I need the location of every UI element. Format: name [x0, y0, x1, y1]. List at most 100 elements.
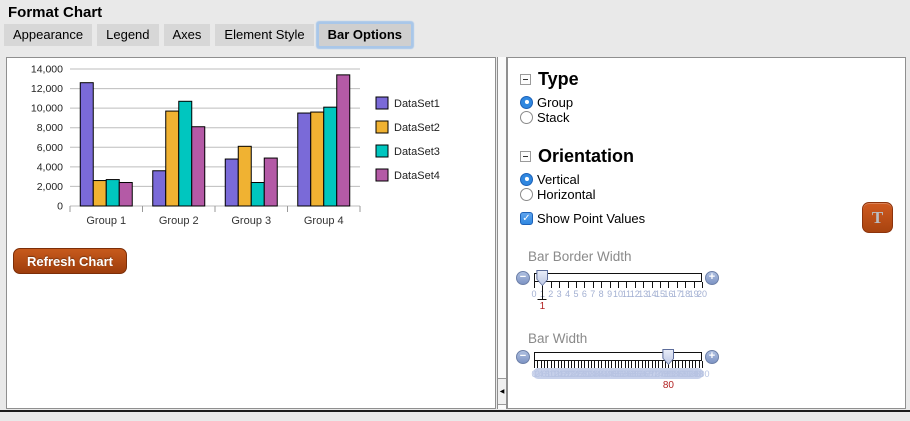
slider-tick	[564, 361, 566, 368]
bar-dataset1-3	[224, 158, 239, 207]
collapse-orientation-icon[interactable]	[520, 151, 531, 162]
slider-tick	[624, 361, 626, 368]
tab-legend[interactable]: Legend	[97, 24, 159, 46]
slider-tick	[698, 361, 700, 368]
radio-icon-stack[interactable]	[520, 111, 533, 124]
radio-icon-vertical[interactable]	[520, 173, 533, 186]
bar-dataset2-1	[92, 180, 107, 207]
slider-tick	[643, 282, 645, 288]
bar-dataset3-4	[323, 106, 338, 207]
slider-tick-label: 32	[582, 369, 593, 379]
svg-text:8,000: 8,000	[37, 122, 63, 134]
checkbox-icon-show-point-values[interactable]: ✓	[520, 212, 533, 225]
radio-label-horizontal: Horizontal	[537, 187, 596, 202]
radio-icon-group[interactable]	[520, 96, 533, 109]
slider-tick-label: 30	[579, 369, 590, 379]
bar-dataset2-3	[237, 145, 252, 207]
slider-tick-label: 2	[534, 369, 540, 379]
slider-tick	[594, 361, 596, 368]
slider-tick	[681, 361, 683, 368]
text-style-button[interactable]: T	[862, 202, 893, 233]
slider-tick-label: 18	[559, 369, 570, 379]
slider-tick-label: 86	[673, 369, 684, 379]
slider-tick	[537, 361, 539, 368]
slider-value-label: 1	[539, 301, 546, 312]
slider-tick-label: 4	[565, 289, 571, 299]
slider-tick-label: 34	[586, 369, 597, 379]
slider-tick	[614, 361, 616, 368]
bar-width-label: Bar Width	[528, 331, 588, 346]
legend-label: DataSet1	[394, 98, 440, 110]
slider-tick	[648, 361, 650, 368]
slider-increment-button[interactable]: +	[705, 271, 719, 285]
bar-dataset3-2	[178, 100, 193, 207]
slider-tick	[644, 361, 646, 368]
tab-axes[interactable]: Axes	[163, 24, 211, 46]
slider-tick-label: 62	[633, 369, 644, 379]
slider-tick-label: 72	[649, 369, 660, 379]
slider-tick-label: 80	[663, 369, 674, 379]
tab-appearance[interactable]: Appearance	[4, 24, 93, 46]
slider-tick	[592, 282, 594, 288]
slider-tick	[607, 361, 609, 368]
tab-element-style[interactable]: Element Style	[215, 24, 314, 46]
radio-option-vertical[interactable]: Vertical	[520, 172, 580, 187]
svg-text:Group 2: Group 2	[159, 215, 199, 227]
legend-label: DataSet3	[394, 146, 440, 158]
slider-tick	[597, 361, 599, 368]
slider-tick-label: 7	[590, 289, 596, 299]
slider-tick-label: 16	[555, 369, 566, 379]
radio-label-stack: Stack	[537, 110, 570, 125]
slider-tick	[702, 361, 703, 368]
slider-tick	[560, 361, 562, 368]
slider-tick	[591, 361, 593, 368]
svg-text:Group 1: Group 1	[86, 215, 126, 227]
slider-tick	[584, 361, 586, 368]
slider-track[interactable]	[534, 352, 702, 361]
collapse-type-icon[interactable]	[520, 74, 531, 85]
panel-splitter[interactable]: ◀	[497, 57, 507, 409]
slider-tick	[658, 361, 660, 368]
slider-tick	[581, 361, 583, 368]
svg-text:4,000: 4,000	[37, 161, 63, 173]
slider-tick-label: 56	[623, 369, 634, 379]
slider-tick-label: 68	[643, 369, 654, 379]
bar-dataset3-1	[105, 179, 120, 207]
legend-label: DataSet2	[394, 122, 440, 134]
refresh-chart-button[interactable]: Refresh Chart	[13, 248, 127, 274]
slider-tick	[675, 361, 677, 368]
radio-icon-horizontal[interactable]	[520, 188, 533, 201]
splitter-collapse-handle[interactable]: ◀	[498, 378, 506, 405]
bar-border-width-slider[interactable]: −+012345678910111213141516171819201	[516, 270, 731, 316]
slider-tick	[702, 282, 703, 288]
slider-tick-label: 98	[693, 369, 704, 379]
slider-increment-button[interactable]: +	[705, 350, 719, 364]
tab-bar: Appearance Legend Axes Element Style Bar Opt…	[4, 24, 412, 46]
slider-track[interactable]	[534, 273, 702, 282]
legend-swatch-dataset2	[375, 120, 389, 134]
slider-decrement-button[interactable]: −	[516, 350, 530, 364]
slider-tick	[574, 361, 576, 368]
slider-thumb[interactable]	[662, 349, 675, 365]
radio-option-stack[interactable]: Stack	[520, 110, 570, 125]
bar-dataset3-3	[250, 182, 265, 207]
slider-tick	[660, 282, 661, 288]
slider-tick	[631, 361, 633, 368]
slider-tick-label: 10	[612, 289, 624, 299]
slider-tick	[534, 361, 535, 368]
slider-tick-label: 64	[636, 369, 647, 379]
slider-tick	[554, 361, 556, 368]
radio-option-group[interactable]: Group	[520, 95, 573, 110]
radio-option-horizontal[interactable]: Horizontal	[520, 187, 596, 202]
slider-tick-label: 24	[569, 369, 580, 379]
slider-thumb[interactable]	[536, 270, 549, 286]
show-point-values-option[interactable]: ✓ Show Point Values	[520, 211, 645, 226]
slider-decrement-button[interactable]: −	[516, 271, 530, 285]
bar-dataset4-4	[336, 74, 351, 207]
tab-bar-options[interactable]: Bar Options	[318, 24, 412, 46]
svg-text:12,000: 12,000	[31, 83, 63, 95]
slider-tick-label: 0	[531, 289, 537, 299]
bar-width-slider[interactable]: − +0 2 4 6 8 10 12 14 16 18 20 22 24 26 28 30 32 34 36 38 40 4…	[516, 349, 731, 395]
slider-tick-label: 96	[690, 369, 701, 379]
slider-tick	[685, 361, 687, 368]
